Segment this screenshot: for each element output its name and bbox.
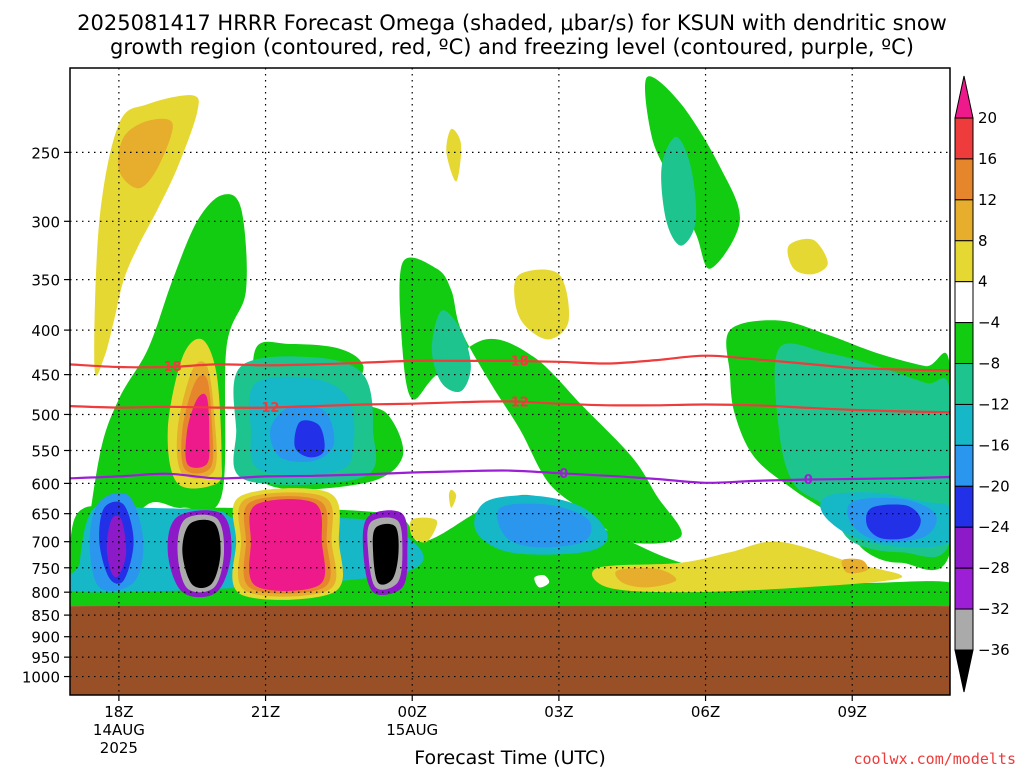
colorbar-band-6 — [954, 363, 974, 405]
colorbar-band-1 — [954, 158, 974, 201]
y-tick-label-250: 250 — [31, 144, 60, 162]
colorbar-label-9: −20 — [978, 477, 1010, 495]
colorbar-label-7: −12 — [978, 395, 1010, 413]
x-axis-title: Forecast Time (UTC) — [414, 747, 605, 768]
colorbar-band-4 — [954, 281, 974, 324]
omega-region-45 — [841, 558, 868, 574]
omega-region-29 — [372, 523, 399, 585]
colorbar-band-3 — [954, 240, 974, 283]
contour-label--18-1: 18 — [511, 355, 529, 370]
colorbar-label-6: −8 — [978, 355, 1000, 373]
omega-region-1 — [117, 118, 173, 189]
colorbar-label-3: 8 — [978, 232, 988, 250]
y-tick-label-700: 700 — [31, 534, 60, 552]
colorbar-label-8: −16 — [978, 436, 1010, 454]
colorbar-band-12 — [954, 608, 974, 651]
contour-label--12-0: 12 — [261, 401, 279, 416]
y-tick-label-900: 900 — [31, 629, 60, 647]
omega-region-33 — [185, 393, 210, 468]
y-tick-label-350: 350 — [31, 272, 60, 290]
omega-region-23 — [106, 515, 127, 578]
x-tick-label-21Z: 21Z — [251, 703, 280, 721]
x-tick-date-18Z: 14AUG — [93, 721, 145, 739]
colorbar-label-4: 4 — [978, 273, 988, 291]
contour-label-0-1: 0 — [804, 473, 813, 488]
colorbar-label-10: −24 — [978, 518, 1010, 536]
y-tick-label-750: 750 — [31, 560, 60, 578]
x-tick-label-09Z: 09Z — [838, 703, 867, 721]
y-tick-label-850: 850 — [31, 607, 60, 625]
y-tick-label-800: 800 — [31, 584, 60, 602]
colorbar-label-1: 16 — [978, 150, 997, 168]
omega-region-44 — [615, 567, 677, 588]
omega-hole-0 — [534, 575, 550, 588]
contour-label--12-1: 12 — [511, 395, 529, 410]
contour-label--18-0: 18 — [164, 360, 182, 375]
colorbar-label-5: −4 — [978, 314, 1000, 332]
colorbar-label-11: −28 — [978, 559, 1010, 577]
y-axis: 250 300 350 400 450 500 550 600 650 700 750 800 850 9… — [22, 144, 70, 687]
omega-region-39 — [787, 238, 828, 275]
colorbar-band-2 — [954, 199, 974, 242]
x-tick-label-03Z: 03Z — [544, 703, 573, 721]
y-tick-label-1000: 1000 — [22, 669, 60, 687]
colorbar-label-12: −32 — [978, 600, 1010, 618]
y-tick-label-400: 400 — [31, 322, 60, 340]
colorbar-band-5 — [954, 322, 974, 365]
y-tick-label-450: 450 — [31, 367, 60, 385]
credit-text: coolwx.com/modelts — [853, 750, 1016, 768]
colorbar-band-10 — [954, 526, 974, 569]
ground-layer — [70, 606, 950, 695]
contour-0 — [70, 469, 950, 484]
contour-layer: 18 18 12 12 0 0 — [70, 354, 950, 488]
omega-region-5 — [645, 76, 740, 269]
colorbar-band-9 — [954, 485, 974, 528]
colorbar-band-7 — [954, 403, 974, 446]
colorbar-top-arrow — [954, 75, 974, 119]
y-tick-label-300: 300 — [31, 213, 60, 231]
omega-shading-layer — [70, 76, 950, 609]
colorbar-bottom-arrow — [954, 649, 974, 693]
contour--18 — [70, 354, 950, 372]
chart-title-line2: growth region (contoured, red, ºC) and f… — [110, 35, 914, 59]
omega-region-9 — [661, 136, 697, 246]
omega-region-4 — [399, 257, 682, 544]
colorbar-label-13: −36 — [978, 641, 1010, 659]
colorbar-band-8 — [954, 444, 974, 487]
plot-frame — [69, 67, 951, 696]
colorbar-label-2: 12 — [978, 191, 997, 209]
omega-region-37 — [249, 499, 326, 591]
colorbar-band-0 — [954, 117, 974, 160]
omega-region-40 — [446, 128, 462, 182]
y-tick-label-650: 650 — [31, 506, 60, 524]
ground-fill — [70, 606, 950, 695]
omega-region-42 — [448, 489, 457, 508]
omega-region-16 — [496, 503, 592, 548]
omega-region-28 — [182, 519, 221, 589]
y-tick-label-550: 550 — [31, 443, 60, 461]
x-tick-label-06Z: 06Z — [691, 703, 720, 721]
omega-region-20 — [294, 420, 325, 458]
omega-region-38 — [514, 269, 570, 340]
x-tick-label-00Z: 00Z — [398, 703, 427, 721]
colorbar: 20 16 12 8 4 −4 −8 −12 −16 −20 −24 −28 −32 −36 — [954, 75, 1010, 693]
colorbar-band-11 — [954, 567, 974, 610]
contour--12 — [70, 400, 950, 414]
plot-area: 18 18 12 12 0 0 — [70, 68, 950, 695]
y-tick-label-500: 500 — [31, 406, 60, 424]
x-tick-label-18Z: 18Z — [104, 703, 133, 721]
chart-title-line1: 2025081417 HRRR Forecast Omega (shaded, … — [77, 11, 947, 35]
contour-label-0-0: 0 — [559, 467, 568, 482]
y-tick-label-950: 950 — [31, 649, 60, 667]
grid-layer — [70, 68, 950, 695]
colorbar-label-0: 20 — [978, 109, 997, 127]
y-tick-label-600: 600 — [31, 475, 60, 493]
x-tick-date-00Z: 15AUG — [386, 721, 438, 739]
x-tick-year-18Z: 2025 — [100, 739, 138, 757]
omega-region-41 — [409, 517, 438, 543]
omega-region-22 — [866, 504, 921, 540]
